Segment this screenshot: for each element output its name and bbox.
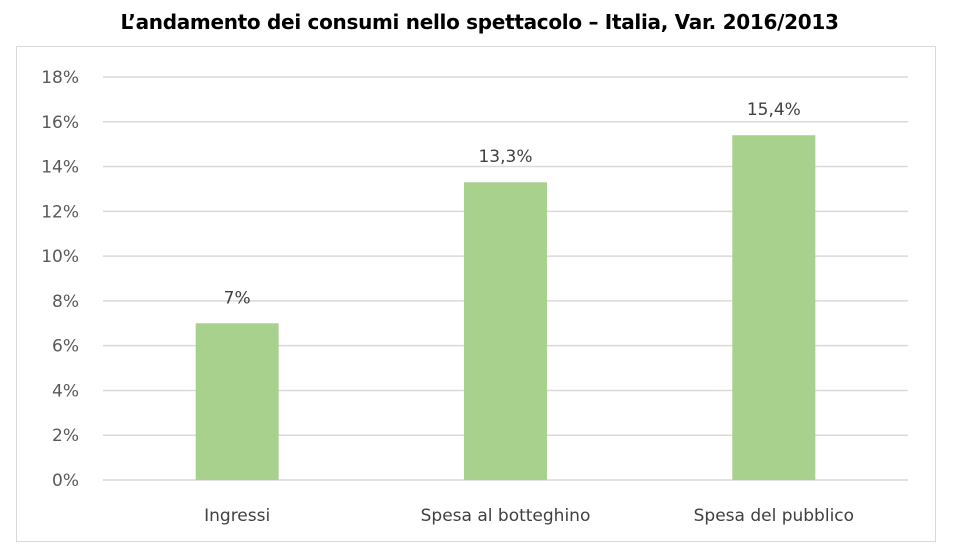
y-tick-label: 6% (52, 337, 79, 357)
y-tick-label: 0% (52, 471, 79, 491)
y-tick-label: 8% (52, 292, 79, 312)
x-category-label: Ingressi (204, 506, 270, 526)
bar (732, 135, 816, 480)
chart-frame (16, 46, 936, 542)
y-tick-label: 14% (41, 158, 79, 178)
y-tick-label: 4% (52, 381, 79, 401)
y-tick-label: 2% (52, 426, 79, 446)
x-category-label: Spesa al botteghino (421, 506, 591, 526)
data-label: 13,3% (478, 147, 532, 167)
chart-title: L’andamento dei consumi nello spettacolo… (120, 10, 839, 34)
bar (195, 323, 279, 480)
y-tick-label: 16% (41, 113, 79, 133)
data-label: 7% (224, 288, 251, 308)
y-tick-label: 12% (41, 202, 79, 222)
y-tick-label: 18% (41, 68, 79, 88)
data-label: 15,4% (747, 100, 801, 120)
x-category-label: Spesa del pubblico (694, 506, 854, 526)
y-tick-label: 10% (41, 247, 79, 267)
bar (464, 182, 547, 480)
